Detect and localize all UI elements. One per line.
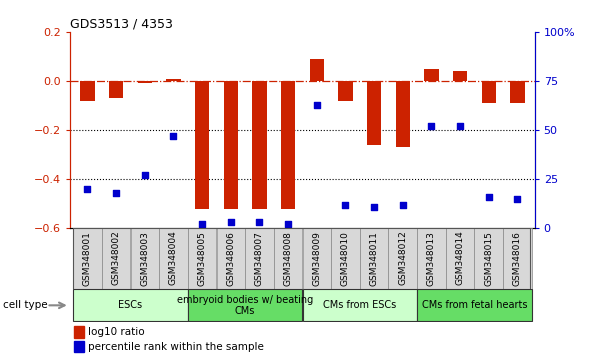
- Point: [284, 222, 293, 227]
- Bar: [510, 81, 525, 103]
- Text: GSM348012: GSM348012: [398, 231, 408, 285]
- Bar: [109, 81, 123, 98]
- Point: [226, 219, 236, 225]
- Text: log10 ratio: log10 ratio: [88, 327, 145, 337]
- Text: GSM348005: GSM348005: [197, 231, 207, 286]
- Bar: [74, 326, 84, 338]
- Text: ESCs: ESCs: [119, 300, 142, 310]
- Bar: [137, 81, 152, 84]
- Text: GSM348010: GSM348010: [341, 231, 350, 286]
- Bar: [224, 81, 238, 209]
- Bar: [73, 228, 102, 289]
- Text: GSM348007: GSM348007: [255, 231, 264, 286]
- Text: percentile rank within the sample: percentile rank within the sample: [88, 342, 264, 352]
- Point: [398, 202, 408, 207]
- Text: GSM348001: GSM348001: [83, 231, 92, 286]
- Bar: [395, 81, 410, 147]
- Text: GDS3513 / 4353: GDS3513 / 4353: [70, 18, 173, 31]
- Point: [82, 186, 92, 192]
- Bar: [503, 228, 532, 289]
- Text: GSM348008: GSM348008: [284, 231, 293, 286]
- Bar: [417, 289, 532, 321]
- Bar: [367, 81, 381, 145]
- Bar: [302, 289, 417, 321]
- Bar: [481, 81, 496, 103]
- Text: GSM348016: GSM348016: [513, 231, 522, 286]
- Bar: [80, 81, 95, 101]
- Bar: [424, 69, 439, 81]
- Text: GSM348013: GSM348013: [427, 231, 436, 286]
- Point: [426, 123, 436, 129]
- Bar: [188, 228, 216, 289]
- Bar: [360, 228, 389, 289]
- Text: cell type: cell type: [3, 300, 48, 310]
- Point: [140, 172, 150, 178]
- Bar: [274, 228, 302, 289]
- Bar: [245, 228, 274, 289]
- Bar: [195, 81, 210, 209]
- Point: [513, 196, 522, 202]
- Bar: [302, 228, 331, 289]
- Bar: [331, 228, 360, 289]
- Bar: [131, 228, 159, 289]
- Bar: [73, 289, 188, 321]
- Text: GSM348011: GSM348011: [370, 231, 379, 286]
- Text: GSM348014: GSM348014: [456, 231, 464, 285]
- Text: GSM348009: GSM348009: [312, 231, 321, 286]
- Bar: [281, 81, 295, 209]
- Bar: [159, 228, 188, 289]
- Text: GSM348015: GSM348015: [485, 231, 493, 286]
- Point: [369, 204, 379, 210]
- Bar: [475, 228, 503, 289]
- Point: [312, 102, 321, 107]
- Point: [197, 222, 207, 227]
- Point: [455, 123, 465, 129]
- Point: [169, 133, 178, 139]
- Text: CMs from fetal hearts: CMs from fetal hearts: [422, 300, 527, 310]
- Bar: [446, 228, 474, 289]
- Bar: [389, 228, 417, 289]
- Text: GSM348006: GSM348006: [226, 231, 235, 286]
- Text: CMs from ESCs: CMs from ESCs: [323, 300, 397, 310]
- Bar: [166, 79, 181, 81]
- Text: embryoid bodies w/ beating
CMs: embryoid bodies w/ beating CMs: [177, 295, 313, 316]
- Bar: [310, 59, 324, 81]
- Text: GSM348003: GSM348003: [141, 231, 149, 286]
- Bar: [74, 341, 84, 353]
- Bar: [338, 81, 353, 101]
- Bar: [102, 228, 130, 289]
- Text: GSM348004: GSM348004: [169, 231, 178, 285]
- Point: [484, 194, 494, 200]
- Bar: [252, 81, 266, 209]
- Bar: [216, 228, 245, 289]
- Bar: [417, 228, 445, 289]
- Text: GSM348002: GSM348002: [112, 231, 120, 285]
- Point: [340, 202, 350, 207]
- Bar: [188, 289, 302, 321]
- Point: [111, 190, 121, 196]
- Point: [255, 219, 265, 225]
- Bar: [453, 71, 467, 81]
